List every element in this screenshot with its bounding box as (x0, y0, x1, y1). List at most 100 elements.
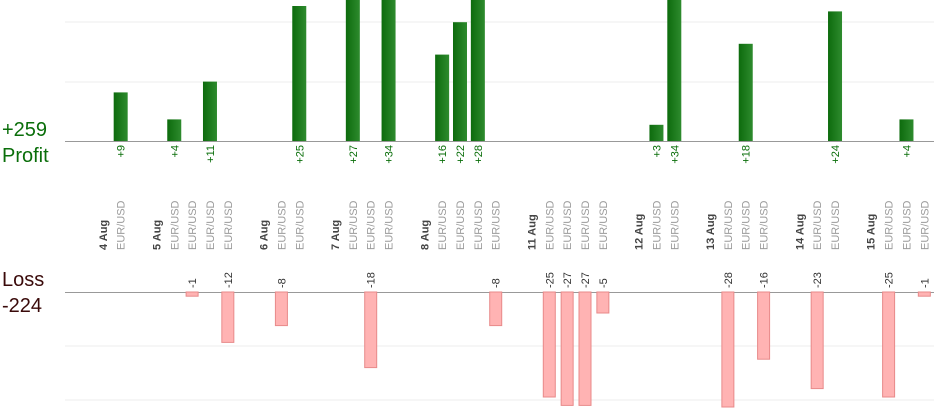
loss-value-label: -28 (723, 272, 735, 288)
loss-value-label: -5 (598, 278, 610, 288)
pair-label: EUR/USD (723, 200, 735, 250)
pair-label: EUR/USD (741, 200, 753, 250)
pair-label: EUR/USD (473, 200, 485, 250)
profit-value-label: +16 (437, 145, 449, 164)
pair-label: EUR/USD (562, 200, 574, 250)
day-label: 4 Aug (98, 220, 110, 250)
loss-value-label: -1 (919, 278, 931, 288)
profit-value-label: +3 (651, 145, 663, 158)
profit-value-label: +24 (830, 145, 842, 164)
pair-label: EUR/USD (759, 200, 771, 250)
profit-bar (381, 0, 396, 141)
loss-bar (274, 291, 288, 327)
trade-bars (113, 0, 931, 408)
pair-label: EUR/USD (491, 200, 503, 250)
pair-label: EUR/USD (598, 200, 610, 250)
profit-bar (470, 0, 485, 141)
day-label: 14 Aug (794, 214, 806, 250)
pair-label: EUR/USD (812, 200, 824, 250)
profit-value-label: +34 (384, 145, 396, 164)
profit-bar (452, 22, 467, 142)
loss-value-label: -8 (276, 278, 288, 288)
profit-bar (202, 81, 217, 141)
profit-value-label: +11 (205, 145, 217, 163)
pair-label: EUR/USD (169, 200, 181, 250)
profit-value-label: +27 (348, 145, 360, 164)
day-label: 11 Aug (526, 214, 538, 250)
profit-bar (828, 11, 843, 142)
pair-label: EUR/USD (455, 200, 467, 250)
pair-label: EUR/USD (116, 200, 128, 250)
pair-label: EUR/USD (276, 200, 288, 250)
loss-total: -224 (2, 295, 43, 317)
pair-label: EUR/USD (651, 200, 663, 250)
pair-label: EUR/USD (437, 200, 449, 250)
loss-value-label: -25 (884, 272, 896, 288)
profit-value-label: +9 (116, 145, 128, 158)
profit-bar (899, 119, 914, 141)
profit-value-label: +18 (741, 145, 753, 164)
loss-value-label: -27 (562, 272, 574, 288)
trade-labels: +9 +4 -1 +11 -12 -8 +25 +27 -18 +34 +16 +22 +28 -8 -25… (116, 145, 932, 288)
loss-value-label: -16 (759, 272, 771, 288)
profit-value-label: +28 (473, 145, 485, 164)
day-label: 7 Aug (330, 220, 342, 250)
loss-value-label: -27 (580, 272, 592, 288)
profit-value-label: +22 (455, 145, 467, 164)
profit-bar (649, 124, 664, 141)
pair-label: EUR/USD (830, 200, 842, 250)
day-label: 15 Aug (866, 214, 878, 250)
pair-label: EUR/USD (669, 200, 681, 250)
profit-value-label: +25 (294, 145, 306, 164)
loss-bar (489, 291, 503, 327)
day-label: 8 Aug (419, 220, 431, 250)
loss-bar (364, 291, 378, 369)
profit-bar (738, 43, 753, 141)
day-label: 12 Aug (634, 214, 646, 250)
profit-value-label: +4 (169, 145, 181, 158)
loss-bar (221, 291, 235, 343)
loss-value-label: -1 (187, 278, 199, 288)
profit-bar (435, 54, 450, 141)
loss-bar (810, 291, 824, 390)
loss-label: Loss (2, 269, 45, 291)
pair-label: EUR/USD (294, 200, 306, 250)
day-label: 6 Aug (259, 220, 271, 250)
profit-label: Profit (2, 145, 49, 167)
loss-bar (578, 291, 592, 406)
pair-label: EUR/USD (544, 200, 556, 250)
loss-value-label: -18 (366, 272, 378, 288)
profit-bar (113, 92, 128, 141)
category-axis: 4 Aug EUR/USD 5 Aug EUR/USD EUR/USD EUR/USD EU… (98, 200, 931, 250)
loss-bar (596, 291, 610, 314)
loss-value-label: -23 (812, 272, 824, 288)
pair-label: EUR/USD (919, 200, 931, 250)
day-label: 5 Aug (151, 220, 163, 250)
pair-label: EUR/USD (187, 200, 199, 250)
loss-value-label: -8 (491, 278, 503, 288)
pair-label: EUR/USD (223, 200, 235, 250)
loss-value-label: -25 (544, 272, 556, 288)
loss-value-label: -12 (223, 272, 235, 288)
pair-label: EUR/USD (205, 200, 217, 250)
pair-label: EUR/USD (348, 200, 360, 250)
pair-label: EUR/USD (901, 200, 913, 250)
profit-bar (345, 0, 360, 141)
loss-bar (185, 291, 199, 297)
loss-bar (721, 291, 735, 408)
pair-label: EUR/USD (366, 200, 378, 250)
loss-bar (757, 291, 771, 360)
loss-bar (917, 291, 931, 297)
pair-label: EUR/USD (384, 200, 396, 250)
day-label: 13 Aug (705, 214, 717, 250)
profit-bar (667, 0, 682, 141)
profit-bar (167, 119, 182, 141)
profit-value-label: +34 (669, 145, 681, 164)
pair-label: EUR/USD (580, 200, 592, 250)
loss-bar (542, 291, 556, 398)
profit-total: +259 (2, 119, 48, 141)
loss-bar (560, 291, 574, 406)
profit-bar (292, 6, 307, 141)
pair-label: EUR/USD (884, 200, 896, 250)
